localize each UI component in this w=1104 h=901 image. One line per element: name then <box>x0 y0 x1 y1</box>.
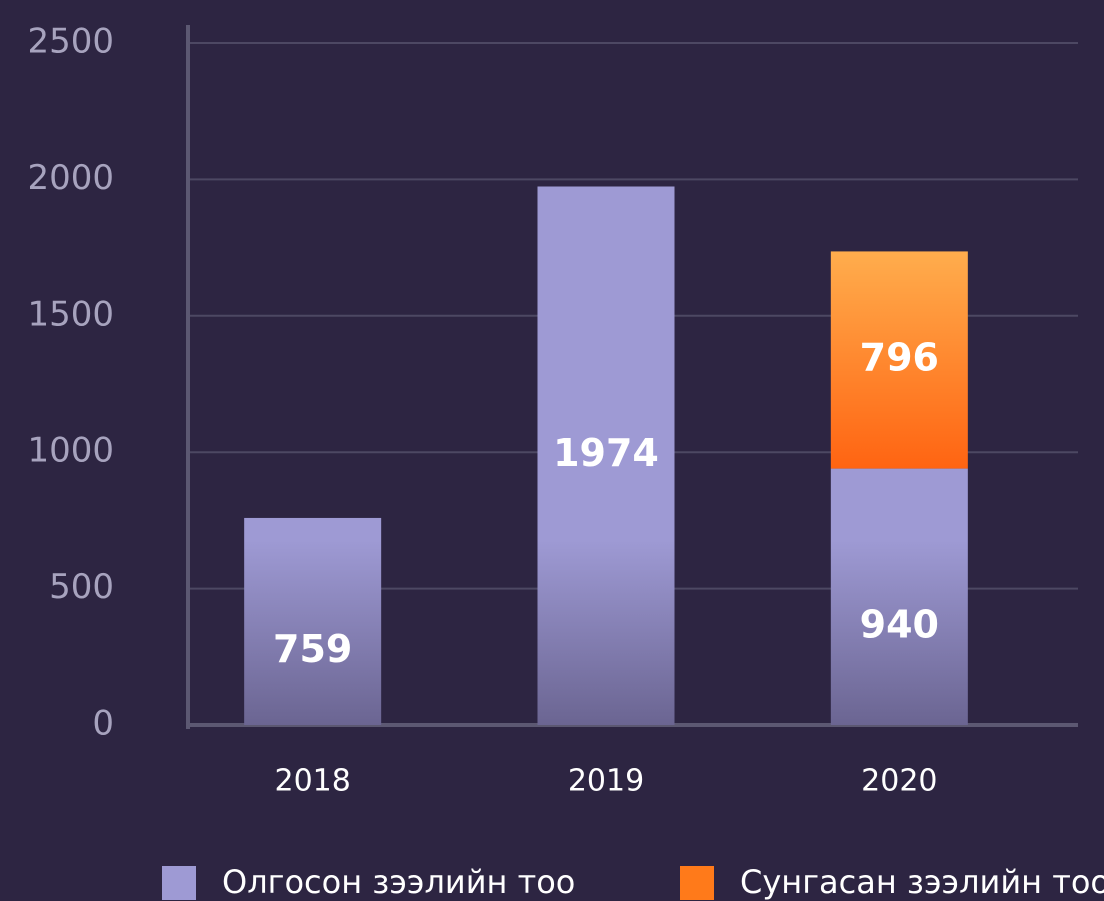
y-tick-label: 2000 <box>27 158 114 198</box>
y-tick-label: 500 <box>49 567 114 607</box>
bar-segment <box>830 468 968 725</box>
y-tick-label: 1000 <box>27 431 114 471</box>
data-label: 940 <box>860 602 939 646</box>
bar-segment <box>830 251 968 469</box>
data-label: 759 <box>273 627 352 671</box>
x-tick-label: 2019 <box>568 764 644 799</box>
y-tick-label: 2500 <box>27 22 114 62</box>
x-tick-label: 2020 <box>861 764 937 799</box>
legend-label: Олгосон зээлийн тоо <box>222 863 575 901</box>
x-tick-label: 2018 <box>274 764 350 799</box>
data-label: 1974 <box>553 431 659 475</box>
legend-label: Сунгасан зээлийн тоо <box>740 863 1104 901</box>
legend-swatch <box>162 866 196 900</box>
y-tick-label: 0 <box>92 704 114 744</box>
bar-segment <box>537 186 675 725</box>
bar-segment <box>244 517 382 725</box>
legend-swatch <box>680 866 714 900</box>
data-label: 796 <box>860 335 939 379</box>
y-tick-label: 1500 <box>27 294 114 334</box>
